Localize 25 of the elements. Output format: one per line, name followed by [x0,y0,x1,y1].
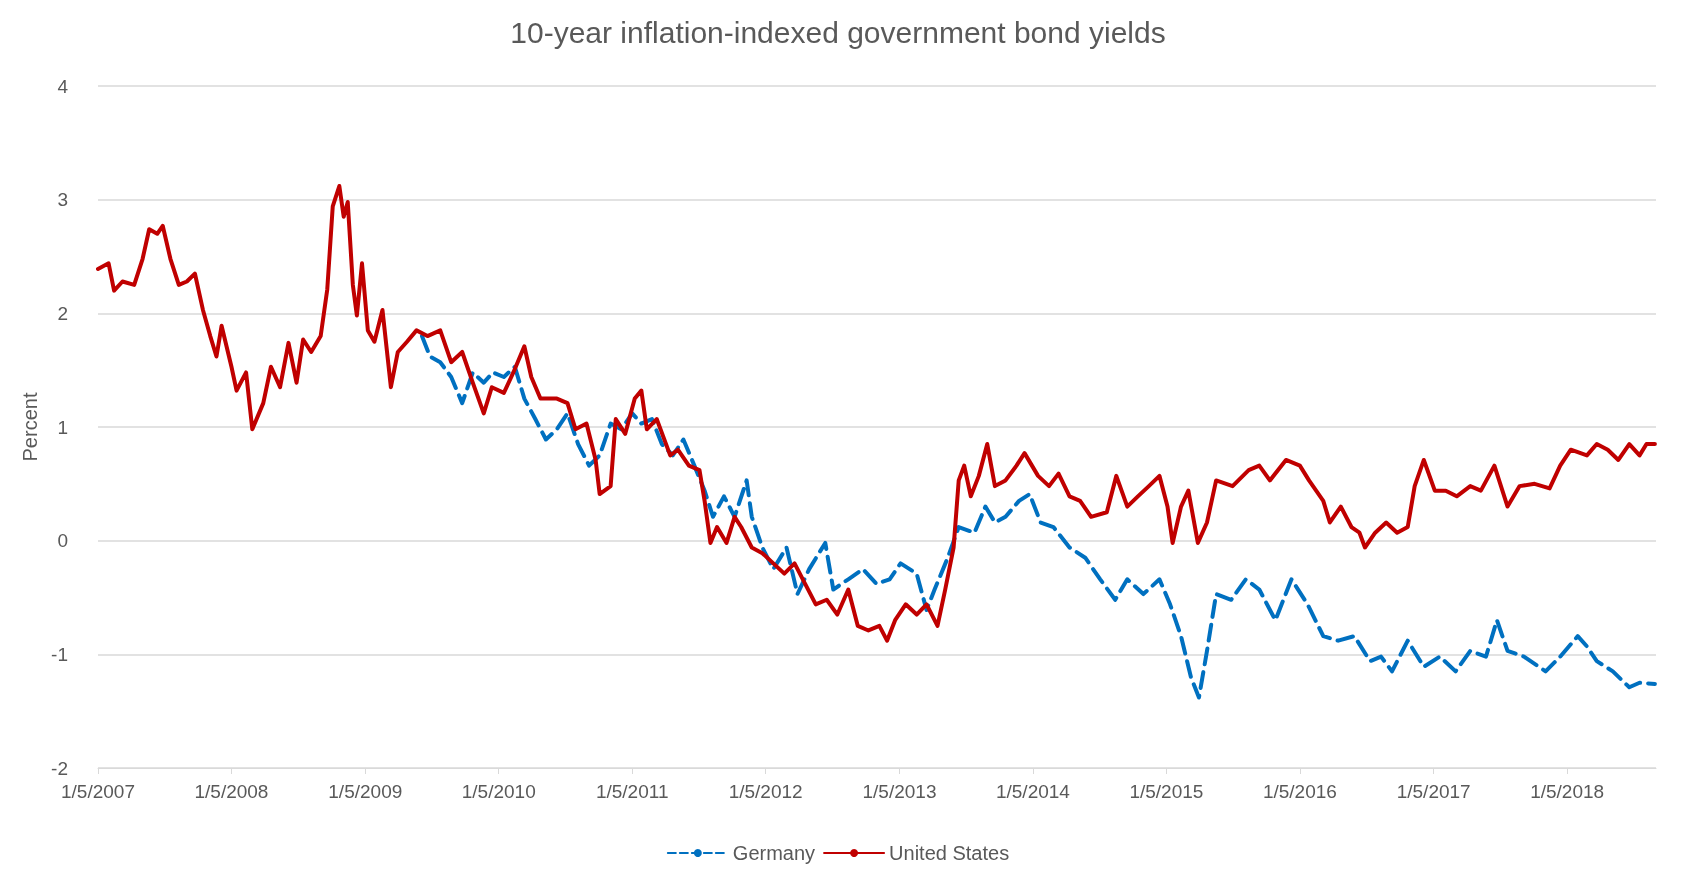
legend-label: United States [889,842,1010,864]
x-tick-label: 1/5/2012 [728,781,803,802]
x-tick-label: 1/5/2015 [1129,781,1204,802]
x-tick-label: 1/5/2011 [595,781,669,802]
y-tick-label: 2 [57,302,68,324]
line-series [419,334,1657,700]
y-axis-title: Percent [19,392,42,462]
line-series [96,184,1657,643]
y-tick-label: 1 [57,416,68,438]
y-tick-label: -1 [51,643,68,665]
y-tick-label: 0 [57,530,68,552]
x-tick-label: 1/5/2014 [995,781,1071,802]
x-tick-label: 1/5/2017 [1396,781,1471,802]
chart-title: 10-year inflation-indexed government bond yields [510,15,1166,49]
x-tick-label: 1/5/2009 [328,781,403,802]
y-tick-label: 3 [57,189,68,211]
x-tick-label: 1/5/2018 [1530,781,1605,802]
x-tick-label: 1/5/2013 [862,781,937,802]
x-tick-label: 1/5/2008 [194,781,269,802]
x-tick-label: 1/5/2010 [461,781,536,802]
y-tick-label: -2 [51,757,68,779]
x-tick-label: 1/5/2016 [1262,781,1337,802]
legend-label: Germany [732,842,816,864]
x-tick-label: 1/5/2007 [61,781,135,802]
y-tick-label: 4 [57,75,69,97]
